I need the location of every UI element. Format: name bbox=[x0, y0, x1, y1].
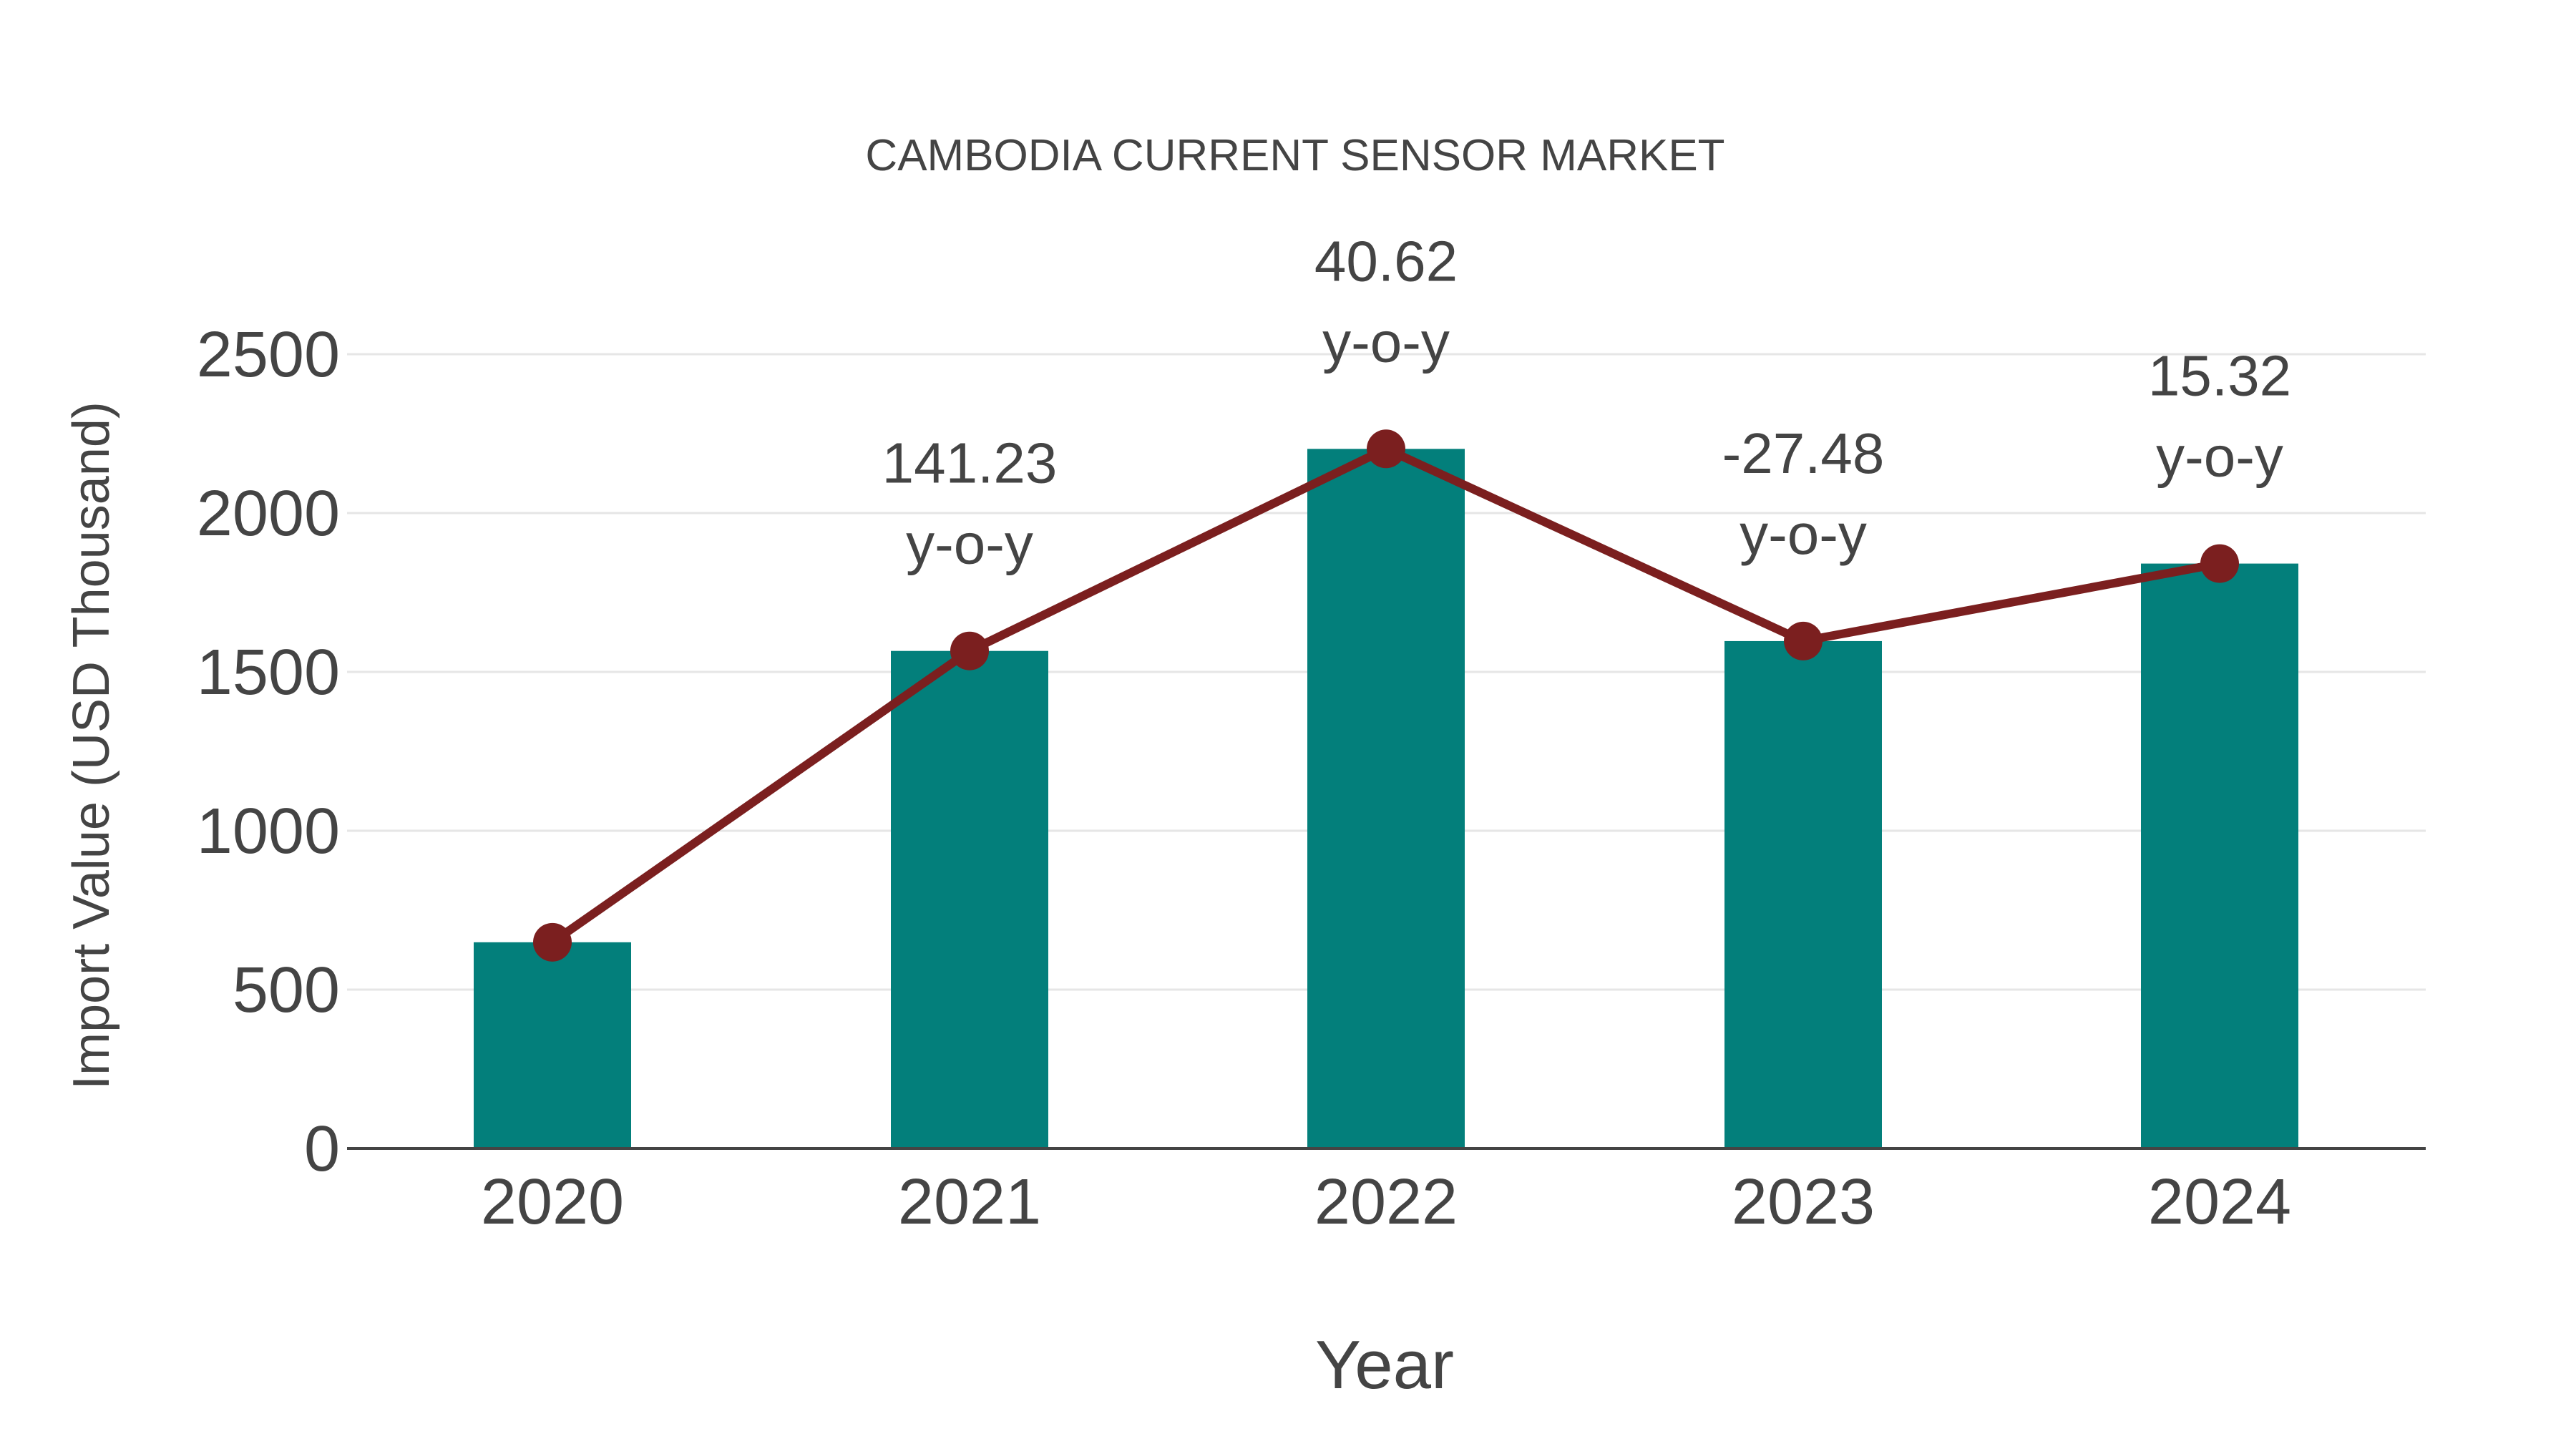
x-tick-label: 2020 bbox=[481, 1166, 624, 1238]
bars bbox=[474, 449, 2298, 1148]
bar-2020 bbox=[474, 942, 631, 1148]
yoy-value: -27.48 bbox=[1722, 421, 1885, 485]
x-tick-label: 2022 bbox=[1314, 1166, 1458, 1238]
y-tick-label: 500 bbox=[233, 955, 340, 1026]
bar-2022 bbox=[1307, 449, 1465, 1148]
yoy-value: 40.62 bbox=[1314, 229, 1458, 293]
yoy-label: y-o-y bbox=[2156, 425, 2283, 489]
trend-marker-2024 bbox=[2200, 544, 2239, 583]
y-tick-label: 0 bbox=[304, 1113, 340, 1185]
trend-marker-2022 bbox=[1367, 429, 1405, 469]
yoy-value: 15.32 bbox=[2148, 344, 2291, 408]
x-tick-label: 2023 bbox=[1732, 1166, 1875, 1238]
y-tick-label: 1000 bbox=[197, 796, 340, 867]
bar-2021 bbox=[891, 650, 1048, 1148]
yoy-label: y-o-y bbox=[906, 512, 1033, 576]
bar-2024 bbox=[2141, 563, 2298, 1148]
trend-line bbox=[533, 429, 2239, 962]
x-axis-title: Year bbox=[1315, 1327, 1454, 1403]
y-axis-title: Import Value (USD Thousand) bbox=[63, 401, 120, 1090]
bar-2023 bbox=[1724, 640, 1882, 1148]
x-tick-label: 2024 bbox=[2148, 1166, 2291, 1238]
y-tick-label: 1500 bbox=[197, 637, 340, 708]
yoy-value: 141.23 bbox=[882, 431, 1058, 495]
y-axis-ticks: 0 500 1000 1500 2000 2500 bbox=[197, 319, 340, 1185]
x-tick-label: 2021 bbox=[898, 1166, 1041, 1238]
yoy-label: y-o-y bbox=[1322, 310, 1450, 374]
y-tick-label: 2000 bbox=[197, 478, 340, 550]
trend-marker-2021 bbox=[950, 631, 989, 670]
trend-marker-2023 bbox=[1784, 621, 1823, 660]
y-tick-label: 2500 bbox=[197, 319, 340, 391]
yoy-label: y-o-y bbox=[1740, 502, 1867, 566]
trend-marker-2020 bbox=[533, 922, 572, 962]
chart-title: CAMBODIA CURRENT SENSOR MARKET bbox=[865, 131, 1724, 180]
yoy-annotations: 141.23 y-o-y 40.62 y-o-y -27.48 y-o-y 15.32 y-o… bbox=[882, 229, 2291, 575]
x-axis-ticks: 2020 2021 2022 2023 2024 bbox=[481, 1166, 2291, 1238]
